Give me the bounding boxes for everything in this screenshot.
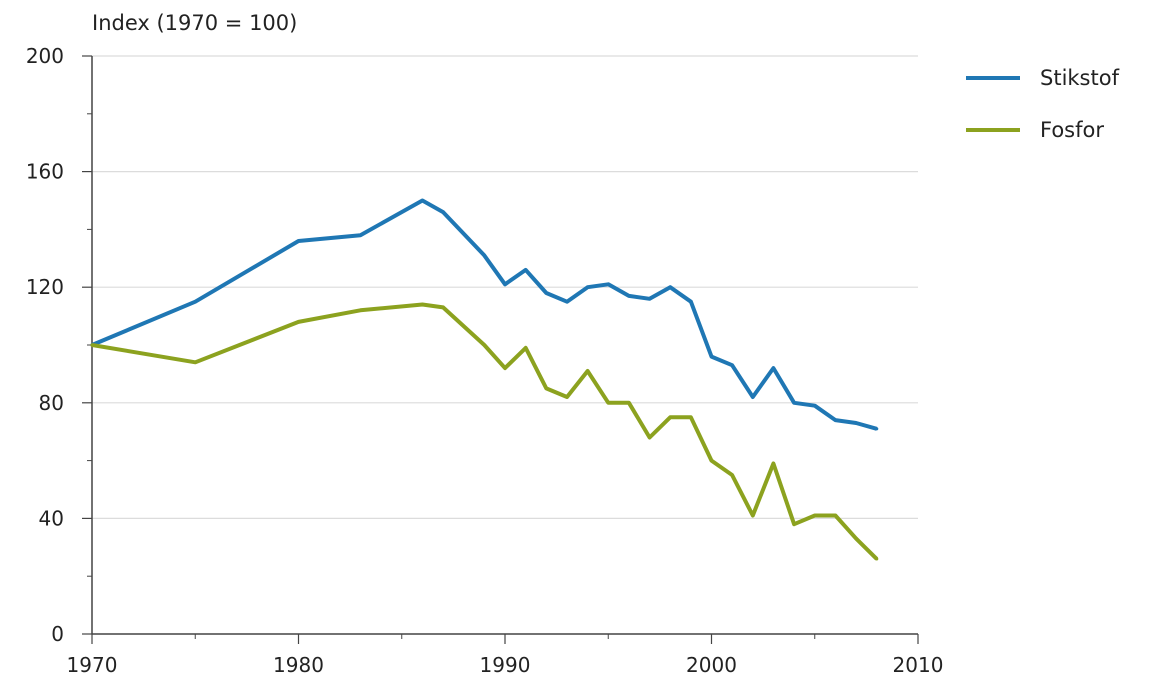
data-point-stikstof [586, 285, 590, 289]
data-point-stikstof [193, 300, 197, 304]
x-tick-label: 1980 [273, 653, 324, 677]
y-tick-label: 0 [51, 622, 64, 646]
data-point-stikstof [482, 253, 486, 258]
data-point-fosfor [875, 557, 879, 561]
data-point-stikstof [833, 418, 838, 422]
legend-label-stikstof: Stikstof [1040, 66, 1120, 90]
data-point-fosfor [90, 343, 94, 347]
data-point-fosfor [420, 302, 424, 307]
data-point-fosfor [586, 369, 590, 373]
y-tick-label: 80 [39, 391, 64, 415]
x-tick-label: 2000 [686, 653, 737, 677]
data-point-stikstof [565, 300, 569, 304]
gridlines [92, 55, 918, 520]
data-point-stikstof [751, 395, 755, 399]
data-point-fosfor [503, 366, 507, 370]
data-point-fosfor [668, 415, 672, 419]
data-point-stikstof [503, 282, 507, 286]
data-point-fosfor [441, 305, 445, 310]
data-point-fosfor [771, 461, 776, 466]
axes [91, 56, 918, 635]
legend: Stikstof Fosfor [966, 66, 1120, 142]
data-point-stikstof [689, 300, 693, 304]
data-point-stikstof [358, 233, 363, 237]
data-point-stikstof [544, 291, 548, 295]
axis-ticks: 0 40 80 120 160 200 1970 1980 1990 2000 2010 [26, 44, 944, 677]
data-point-stikstof [524, 268, 528, 272]
x-tick-label: 2010 [893, 653, 944, 677]
data-point-fosfor [627, 401, 631, 405]
data-point-fosfor [358, 308, 363, 312]
data-point-fosfor [833, 513, 838, 518]
data-point-stikstof [420, 198, 424, 203]
data-point-fosfor [296, 320, 301, 324]
y-tick-label: 120 [26, 275, 64, 299]
data-point-fosfor [730, 473, 734, 477]
data-point-fosfor [524, 346, 528, 350]
data-point-fosfor [544, 386, 548, 390]
data-point-stikstof [668, 285, 672, 289]
series-line-stikstof [91, 198, 878, 431]
x-tick-label: 1970 [67, 653, 118, 677]
data-point-fosfor [606, 401, 610, 405]
data-point-stikstof [627, 294, 631, 298]
data-point-stikstof [441, 210, 445, 214]
data-point-stikstof [296, 239, 301, 243]
data-point-stikstof [771, 366, 776, 370]
data-point-stikstof [875, 427, 879, 431]
legend-label-fosfor: Fosfor [1040, 118, 1104, 142]
data-point-stikstof [813, 404, 817, 408]
data-point-stikstof [730, 363, 734, 367]
data-point-stikstof [854, 421, 858, 425]
y-tick-label: 160 [26, 160, 64, 184]
y-axis-label: Index (1970 = 100) [92, 11, 297, 35]
data-point-stikstof [709, 354, 714, 359]
series-lines [90, 198, 879, 561]
data-point-fosfor [813, 513, 817, 518]
data-point-fosfor [689, 415, 693, 419]
data-point-fosfor [565, 395, 569, 399]
data-point-fosfor [482, 343, 486, 347]
data-point-fosfor [709, 459, 714, 463]
y-tick-label: 40 [39, 506, 64, 530]
x-tick-label: 1990 [480, 653, 531, 677]
data-point-fosfor [647, 435, 652, 440]
data-point-stikstof [606, 282, 610, 286]
series-line-fosfor [91, 302, 879, 561]
data-point-stikstof [792, 401, 796, 405]
data-point-fosfor [193, 360, 197, 364]
data-point-fosfor [792, 522, 796, 526]
y-tick-label: 200 [26, 44, 64, 68]
data-point-stikstof [647, 297, 652, 301]
data-point-fosfor [751, 513, 755, 518]
data-point-fosfor [854, 537, 858, 541]
